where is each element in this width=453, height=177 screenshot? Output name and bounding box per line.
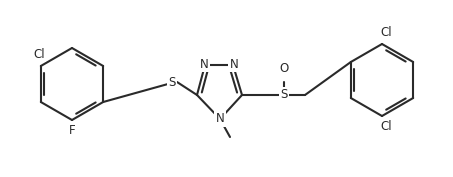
Text: F: F (69, 124, 75, 138)
Text: N: N (230, 58, 238, 70)
Text: Cl: Cl (33, 47, 45, 61)
Text: O: O (280, 62, 289, 76)
Text: N: N (200, 58, 208, 70)
Text: S: S (280, 88, 288, 101)
Text: Cl: Cl (380, 27, 392, 39)
Text: N: N (216, 113, 224, 125)
Text: Cl: Cl (380, 121, 392, 133)
Text: S: S (169, 76, 176, 88)
